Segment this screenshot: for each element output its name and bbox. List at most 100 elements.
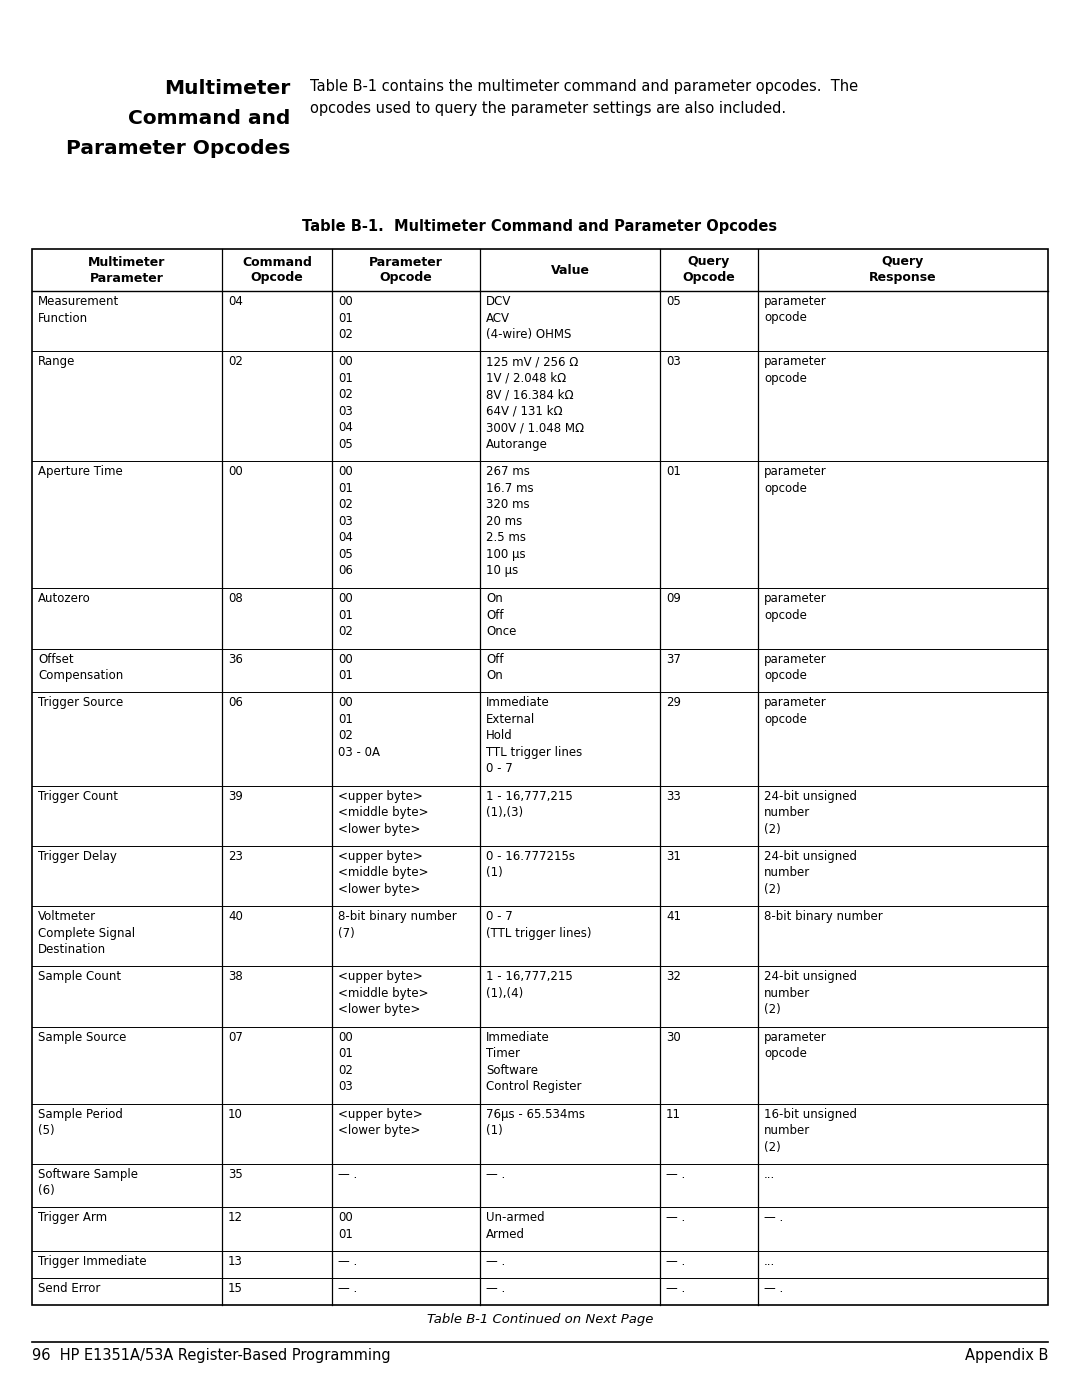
Text: parameter
opcode: parameter opcode — [764, 465, 827, 495]
Text: 00
01
02: 00 01 02 — [338, 295, 353, 341]
Text: 36: 36 — [228, 652, 243, 665]
Text: 11: 11 — [666, 1108, 681, 1120]
Text: 10: 10 — [228, 1108, 243, 1120]
Text: 39: 39 — [228, 789, 243, 803]
Text: 24-bit unsigned
number
(2): 24-bit unsigned number (2) — [764, 971, 858, 1017]
Text: 00
01
02
03: 00 01 02 03 — [338, 1031, 353, 1094]
Text: 37: 37 — [666, 652, 680, 665]
Text: 24-bit unsigned
number
(2): 24-bit unsigned number (2) — [764, 849, 858, 895]
Text: Sample Source: Sample Source — [38, 1031, 126, 1044]
Text: Aperture Time: Aperture Time — [38, 465, 123, 478]
Text: Appendix B: Appendix B — [964, 1348, 1048, 1363]
Text: parameter
opcode: parameter opcode — [764, 592, 827, 622]
Text: Trigger Arm: Trigger Arm — [38, 1211, 107, 1224]
Text: — .: — . — [486, 1255, 505, 1268]
Text: 00
01: 00 01 — [338, 652, 353, 682]
Text: Command
Opcode: Command Opcode — [242, 256, 312, 285]
Text: Trigger Source: Trigger Source — [38, 696, 123, 710]
Text: 40: 40 — [228, 911, 243, 923]
Text: 96  HP E1351A/53A Register-Based Programming: 96 HP E1351A/53A Register-Based Programm… — [32, 1348, 391, 1363]
Text: Immediate
Timer
Software
Control Register: Immediate Timer Software Control Registe… — [486, 1031, 581, 1094]
Text: — .: — . — [338, 1168, 357, 1180]
Text: 05: 05 — [666, 295, 680, 307]
Text: 8-bit binary number
(7): 8-bit binary number (7) — [338, 911, 457, 940]
Text: — .: — . — [764, 1282, 783, 1295]
Text: Query
Opcode: Query Opcode — [683, 256, 735, 285]
Text: 12: 12 — [228, 1211, 243, 1224]
Text: — .: — . — [338, 1255, 357, 1268]
Text: Un-armed
Armed: Un-armed Armed — [486, 1211, 544, 1241]
Bar — [32, 249, 1048, 1305]
Text: — .: — . — [666, 1282, 685, 1295]
Text: Table B-1.  Multimeter Command and Parameter Opcodes: Table B-1. Multimeter Command and Parame… — [302, 219, 778, 235]
Text: parameter
opcode: parameter opcode — [764, 696, 827, 725]
Text: — .: — . — [666, 1211, 685, 1224]
Text: Immediate
External
Hold
TTL trigger lines
0 - 7: Immediate External Hold TTL trigger line… — [486, 696, 582, 775]
Text: Sample Count: Sample Count — [38, 971, 121, 983]
Text: Multimeter
Parameter: Multimeter Parameter — [89, 256, 165, 285]
Text: 16-bit unsigned
number
(2): 16-bit unsigned number (2) — [764, 1108, 858, 1154]
Text: Trigger Count: Trigger Count — [38, 789, 118, 803]
Text: <upper byte>
<middle byte>
<lower byte>: <upper byte> <middle byte> <lower byte> — [338, 849, 429, 895]
Text: 1 - 16,777,215
(1),(3): 1 - 16,777,215 (1),(3) — [486, 789, 572, 819]
Text: 23: 23 — [228, 849, 243, 863]
Text: 07: 07 — [228, 1031, 243, 1044]
Text: 00: 00 — [228, 465, 243, 478]
Text: — .: — . — [666, 1168, 685, 1180]
Text: 8-bit binary number: 8-bit binary number — [764, 911, 882, 923]
Text: ...: ... — [764, 1255, 775, 1268]
Text: 13: 13 — [228, 1255, 243, 1268]
Text: — .: — . — [764, 1211, 783, 1224]
Text: — .: — . — [486, 1282, 505, 1295]
Text: 31: 31 — [666, 849, 680, 863]
Text: Multimeter: Multimeter — [164, 80, 291, 98]
Text: ...: ... — [764, 1168, 775, 1180]
Text: parameter
opcode: parameter opcode — [764, 355, 827, 384]
Text: 35: 35 — [228, 1168, 243, 1180]
Text: 32: 32 — [666, 971, 680, 983]
Text: Parameter Opcodes: Parameter Opcodes — [66, 138, 291, 158]
Text: 06: 06 — [228, 696, 243, 710]
Text: Measurement
Function: Measurement Function — [38, 295, 119, 324]
Text: On
Off
Once: On Off Once — [486, 592, 516, 638]
Text: 01: 01 — [666, 465, 680, 478]
Text: Range: Range — [38, 355, 76, 369]
Text: Software Sample
(6): Software Sample (6) — [38, 1168, 138, 1197]
Text: Table B-1 contains the multimeter command and parameter opcodes.  The: Table B-1 contains the multimeter comman… — [310, 80, 859, 94]
Text: 267 ms
16.7 ms
320 ms
20 ms
2.5 ms
100 μs
10 μs: 267 ms 16.7 ms 320 ms 20 ms 2.5 ms 100 μ… — [486, 465, 534, 577]
Text: Command and: Command and — [127, 109, 291, 129]
Text: Voltmeter
Complete Signal
Destination: Voltmeter Complete Signal Destination — [38, 911, 135, 956]
Text: Send Error: Send Error — [38, 1282, 100, 1295]
Text: 1 - 16,777,215
(1),(4): 1 - 16,777,215 (1),(4) — [486, 971, 572, 1000]
Text: Sample Period
(5): Sample Period (5) — [38, 1108, 123, 1137]
Text: Autozero: Autozero — [38, 592, 91, 605]
Text: Query
Response: Query Response — [869, 256, 936, 285]
Text: 0 - 16.777215s
(1): 0 - 16.777215s (1) — [486, 849, 575, 880]
Text: — .: — . — [338, 1282, 357, 1295]
Text: 15: 15 — [228, 1282, 243, 1295]
Text: 00
01
02
03
04
05
06: 00 01 02 03 04 05 06 — [338, 465, 353, 577]
Text: opcodes used to query the parameter settings are also included.: opcodes used to query the parameter sett… — [310, 101, 786, 116]
Text: 00
01: 00 01 — [338, 1211, 353, 1241]
Text: 00
01
02: 00 01 02 — [338, 592, 353, 638]
Text: — .: — . — [666, 1255, 685, 1268]
Text: 09: 09 — [666, 592, 680, 605]
Text: <upper byte>
<middle byte>
<lower byte>: <upper byte> <middle byte> <lower byte> — [338, 789, 429, 835]
Text: 03: 03 — [666, 355, 680, 369]
Text: 04: 04 — [228, 295, 243, 307]
Text: 00
01
02
03
04
05: 00 01 02 03 04 05 — [338, 355, 353, 451]
Text: Parameter
Opcode: Parameter Opcode — [369, 256, 443, 285]
Text: 125 mV / 256 Ω
1V / 2.048 kΩ
8V / 16.384 kΩ
64V / 131 kΩ
300V / 1.048 MΩ
Autoran: 125 mV / 256 Ω 1V / 2.048 kΩ 8V / 16.384… — [486, 355, 584, 451]
Text: 0 - 7
(TTL trigger lines): 0 - 7 (TTL trigger lines) — [486, 911, 592, 940]
Text: 41: 41 — [666, 911, 681, 923]
Text: parameter
opcode: parameter opcode — [764, 295, 827, 324]
Text: 33: 33 — [666, 789, 680, 803]
Text: Value: Value — [551, 264, 590, 277]
Text: Off
On: Off On — [486, 652, 503, 682]
Text: 08: 08 — [228, 592, 243, 605]
Text: 29: 29 — [666, 696, 681, 710]
Text: 30: 30 — [666, 1031, 680, 1044]
Text: 00
01
02
03 - 0A: 00 01 02 03 - 0A — [338, 696, 380, 759]
Text: Trigger Immediate: Trigger Immediate — [38, 1255, 147, 1268]
Text: 38: 38 — [228, 971, 243, 983]
